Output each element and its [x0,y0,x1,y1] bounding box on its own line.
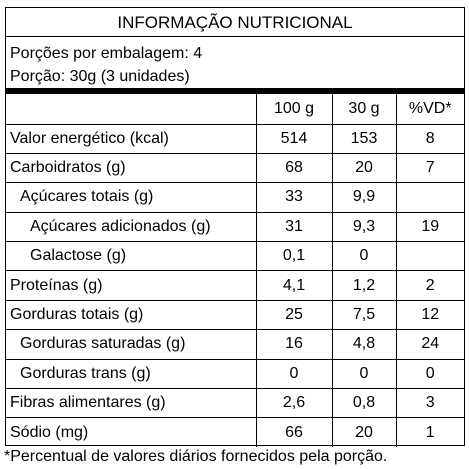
value-30g: 9,3 [331,212,396,243]
value-100g: 4,1 [255,270,332,301]
nutrient-name: Carboidratos (g) [6,153,256,184]
value-30g: 153 [331,124,396,154]
servings-info: Porções por embalagem: 4 Porção: 30g (3 … [6,37,464,94]
value-100g: 66 [255,417,332,448]
value-vd: 8 [395,124,464,154]
table-row: Gorduras totais (g) 25 7,5 12 [6,300,464,331]
servings-per-package: Porções por embalagem: 4 [10,45,203,62]
value-30g: 0 [331,359,396,390]
table-row: Sódio (mg) 66 20 1 [6,417,464,448]
table-row: Galactose (g) 0,1 0 [6,241,464,272]
serving-size: Porção: 30g (3 unidades) [10,68,190,85]
value-vd: 2 [395,270,464,301]
label-title: INFORMAÇÃO NUTRICIONAL [6,8,464,37]
value-vd: 24 [395,329,464,360]
value-100g: 2,6 [255,388,332,419]
nutrient-name: Proteínas (g) [6,270,256,301]
value-100g: 68 [255,153,332,184]
value-30g: 20 [331,153,396,184]
nutrient-name: Gorduras totais (g) [6,300,256,331]
value-vd: 0 [395,359,464,390]
value-100g: 0,1 [255,241,332,272]
value-vd: 1 [395,417,464,448]
value-30g: 7,5 [331,300,396,331]
value-vd: 7 [395,153,464,184]
value-vd: 19 [395,212,464,243]
value-vd: 3 [395,388,464,419]
nutrient-name: Galactose (g) [6,241,256,272]
table-row: Açúcares totais (g) 33 9,9 [6,182,464,213]
value-100g: 16 [255,329,332,360]
value-vd: 12 [395,300,464,331]
value-100g: 33 [255,182,332,213]
value-100g: 25 [255,300,332,331]
value-30g: 4,8 [331,329,396,360]
column-header-100g: 100 g [255,94,332,125]
nutrition-table: 100 g 30 g %VD* Valor energético (kcal) … [6,94,464,448]
table-row: Carboidratos (g) 68 20 7 [6,153,464,184]
nutrient-name: Valor energético (kcal) [6,124,256,154]
column-header-30g: 30 g [331,94,396,125]
table-row: Fibras alimentares (g) 2,6 0,8 3 [6,388,464,419]
nutrient-name: Açúcares totais (g) [6,182,256,213]
nutrient-name: Açúcares adicionados (g) [6,212,256,243]
table-row: Gorduras trans (g) 0 0 0 [6,359,464,390]
table-row: Açúcares adicionados (g) 31 9,3 19 [6,212,464,243]
table-header-row: 100 g 30 g %VD* [6,94,464,125]
table-row: Gorduras saturadas (g) 16 4,8 24 [6,329,464,360]
nutrient-name: Sódio (mg) [10,423,89,441]
value-30g: 1,2 [331,270,396,301]
value-30g: 20 [331,417,396,448]
column-header-nutrient [6,94,256,125]
column-header-vd: %VD* [395,94,464,125]
value-100g: 0 [255,359,332,390]
value-30g: 0,8 [331,388,396,419]
table-row: Proteínas (g) 4,1 1,2 2 [6,270,464,301]
table-row: Valor energético (kcal) 514 153 8 [6,124,464,154]
value-vd [395,182,464,213]
nutrient-name: Fibras alimentares (g) [6,388,256,419]
value-30g: 0 [331,241,396,272]
value-vd [395,241,464,272]
nutrient-name: Gorduras trans (g) [6,359,256,390]
footnote: *Percentual de valores diários fornecido… [4,448,388,465]
value-100g: 514 [255,124,332,154]
value-30g: 9,9 [331,182,396,213]
nutrition-facts-label: INFORMAÇÃO NUTRICIONAL Porções por embal… [5,7,465,448]
value-100g: 31 [255,212,332,243]
nutrient-name: Gorduras saturadas (g) [6,329,256,360]
